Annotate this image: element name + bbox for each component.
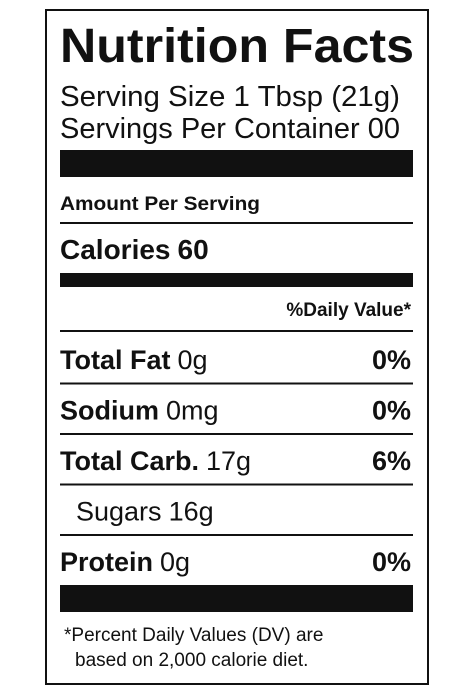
- nutrient-row: Total Fat 0g: [60, 345, 208, 375]
- divider: [60, 483, 413, 486]
- serving-size: Serving Size 1 Tbsp (21g): [60, 81, 400, 113]
- divider: [60, 534, 413, 536]
- nutrient-row: Total Carb. 17g: [60, 446, 251, 476]
- nutrient-name: Sugars: [76, 497, 162, 527]
- divider: [60, 382, 413, 385]
- nutrient-row: Protein 0g: [60, 547, 190, 577]
- nutrient-rows: Total Fat 0g 0%Sodium 0mg 0%Total Carb. 17g 6%…: [60, 345, 413, 577]
- nutrient-daily-value: 0%: [372, 396, 411, 426]
- nutrient-name: Protein: [60, 547, 153, 577]
- calories-label: Calories: [60, 234, 171, 265]
- nutrient-amount: 0g: [160, 547, 190, 577]
- daily-value-header: %Daily Value*: [286, 300, 411, 321]
- divider: [60, 433, 413, 435]
- nutrient-daily-value: 6%: [372, 446, 411, 476]
- nutrient-name: Total Fat: [60, 345, 171, 375]
- nutrient-daily-value: 0%: [372, 345, 411, 375]
- nutrient-daily-value: 0%: [372, 547, 411, 577]
- thick-bar: [60, 150, 413, 177]
- footnote-line: *Percent Daily Values (DV) are: [64, 625, 323, 646]
- nutrient-amount: 0mg: [166, 396, 219, 426]
- calories-row: Calories 60: [60, 234, 209, 265]
- medium-bar: [60, 273, 413, 287]
- divider: [60, 330, 413, 332]
- nutrient-amount: 17g: [206, 446, 251, 476]
- amount-per-serving: Amount Per Serving: [60, 194, 260, 215]
- calories-value: 60: [178, 234, 209, 265]
- nutrient-name: Total Carb.: [60, 446, 199, 476]
- footnote-line: based on 2,000 calorie diet.: [75, 650, 308, 671]
- servings-per-container: Servings Per Container 00: [60, 113, 400, 145]
- title: Nutrition Facts: [60, 20, 414, 73]
- label-border: [45, 9, 429, 685]
- thick-bar: [60, 585, 413, 612]
- nutrient-amount: 0g: [178, 345, 208, 375]
- divider: [60, 222, 413, 224]
- nutrient-name: Sodium: [60, 396, 159, 426]
- nutrient-amount: 16g: [169, 497, 214, 527]
- nutrient-row: Sugars 16g: [76, 497, 214, 527]
- nutrient-row: Sodium 0mg: [60, 396, 219, 426]
